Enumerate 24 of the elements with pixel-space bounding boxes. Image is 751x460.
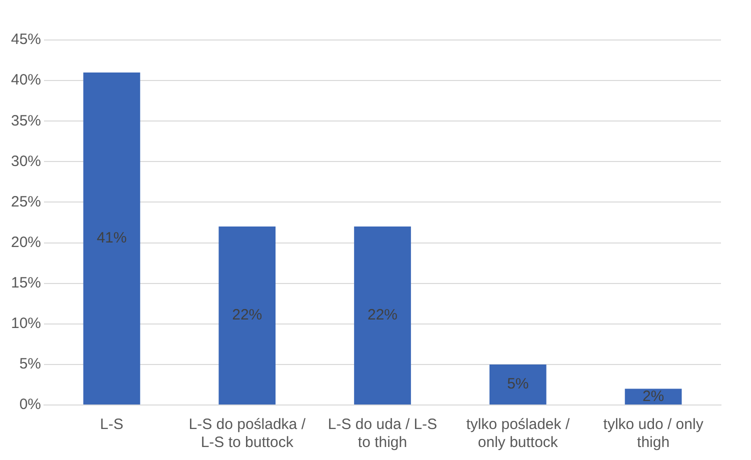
y-tick-label: 5% xyxy=(19,356,42,373)
data-label: 22% xyxy=(232,306,262,324)
data-label: 5% xyxy=(507,376,529,393)
bar xyxy=(218,226,276,404)
x-tick-label: tylko udo / only thigh xyxy=(603,416,704,452)
y-tick-label: 20% xyxy=(10,234,42,251)
y-tick-label: 0% xyxy=(19,396,42,414)
data-label: 41% xyxy=(96,230,127,247)
data-label: 2% xyxy=(642,388,664,405)
x-tick-label: L-S do pośladka / L-S to buttock xyxy=(188,416,306,452)
bar xyxy=(83,72,140,404)
bar xyxy=(354,226,411,404)
data-label: 22% xyxy=(367,306,398,324)
y-tick-label: 45% xyxy=(10,31,42,48)
x-tick-label: tylko pośladek / only buttock xyxy=(466,416,570,452)
x-tick-label: L-S do uda / L-S to thigh xyxy=(328,416,438,452)
bar xyxy=(489,364,546,404)
x-tick-label: L-S xyxy=(100,416,124,434)
y-tick-label: 25% xyxy=(10,193,42,210)
y-tick-label: 10% xyxy=(10,315,42,332)
y-tick-label: 15% xyxy=(10,274,42,292)
y-tick-label: 35% xyxy=(10,112,42,130)
y-tick-label: 30% xyxy=(10,152,42,170)
y-tick-label: 40% xyxy=(10,72,42,89)
